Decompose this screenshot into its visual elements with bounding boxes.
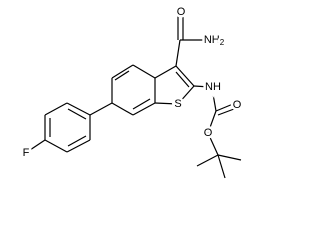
atom-label: O xyxy=(233,99,242,111)
atom-label: S xyxy=(174,98,181,110)
page: {"atoms": [ {"label": "O"}, {"label": "N… xyxy=(0,0,320,189)
structure-diagram: O NH2 NH S O O F xyxy=(0,0,283,189)
atom-label: NH2 xyxy=(204,34,225,47)
atom-label: NH xyxy=(205,81,221,93)
atom-label: O xyxy=(177,6,186,18)
atom-label: NH xyxy=(204,34,220,46)
atom-label: O xyxy=(204,127,213,139)
atom-subscript: 2 xyxy=(220,38,225,47)
atom-label: F xyxy=(23,147,30,159)
